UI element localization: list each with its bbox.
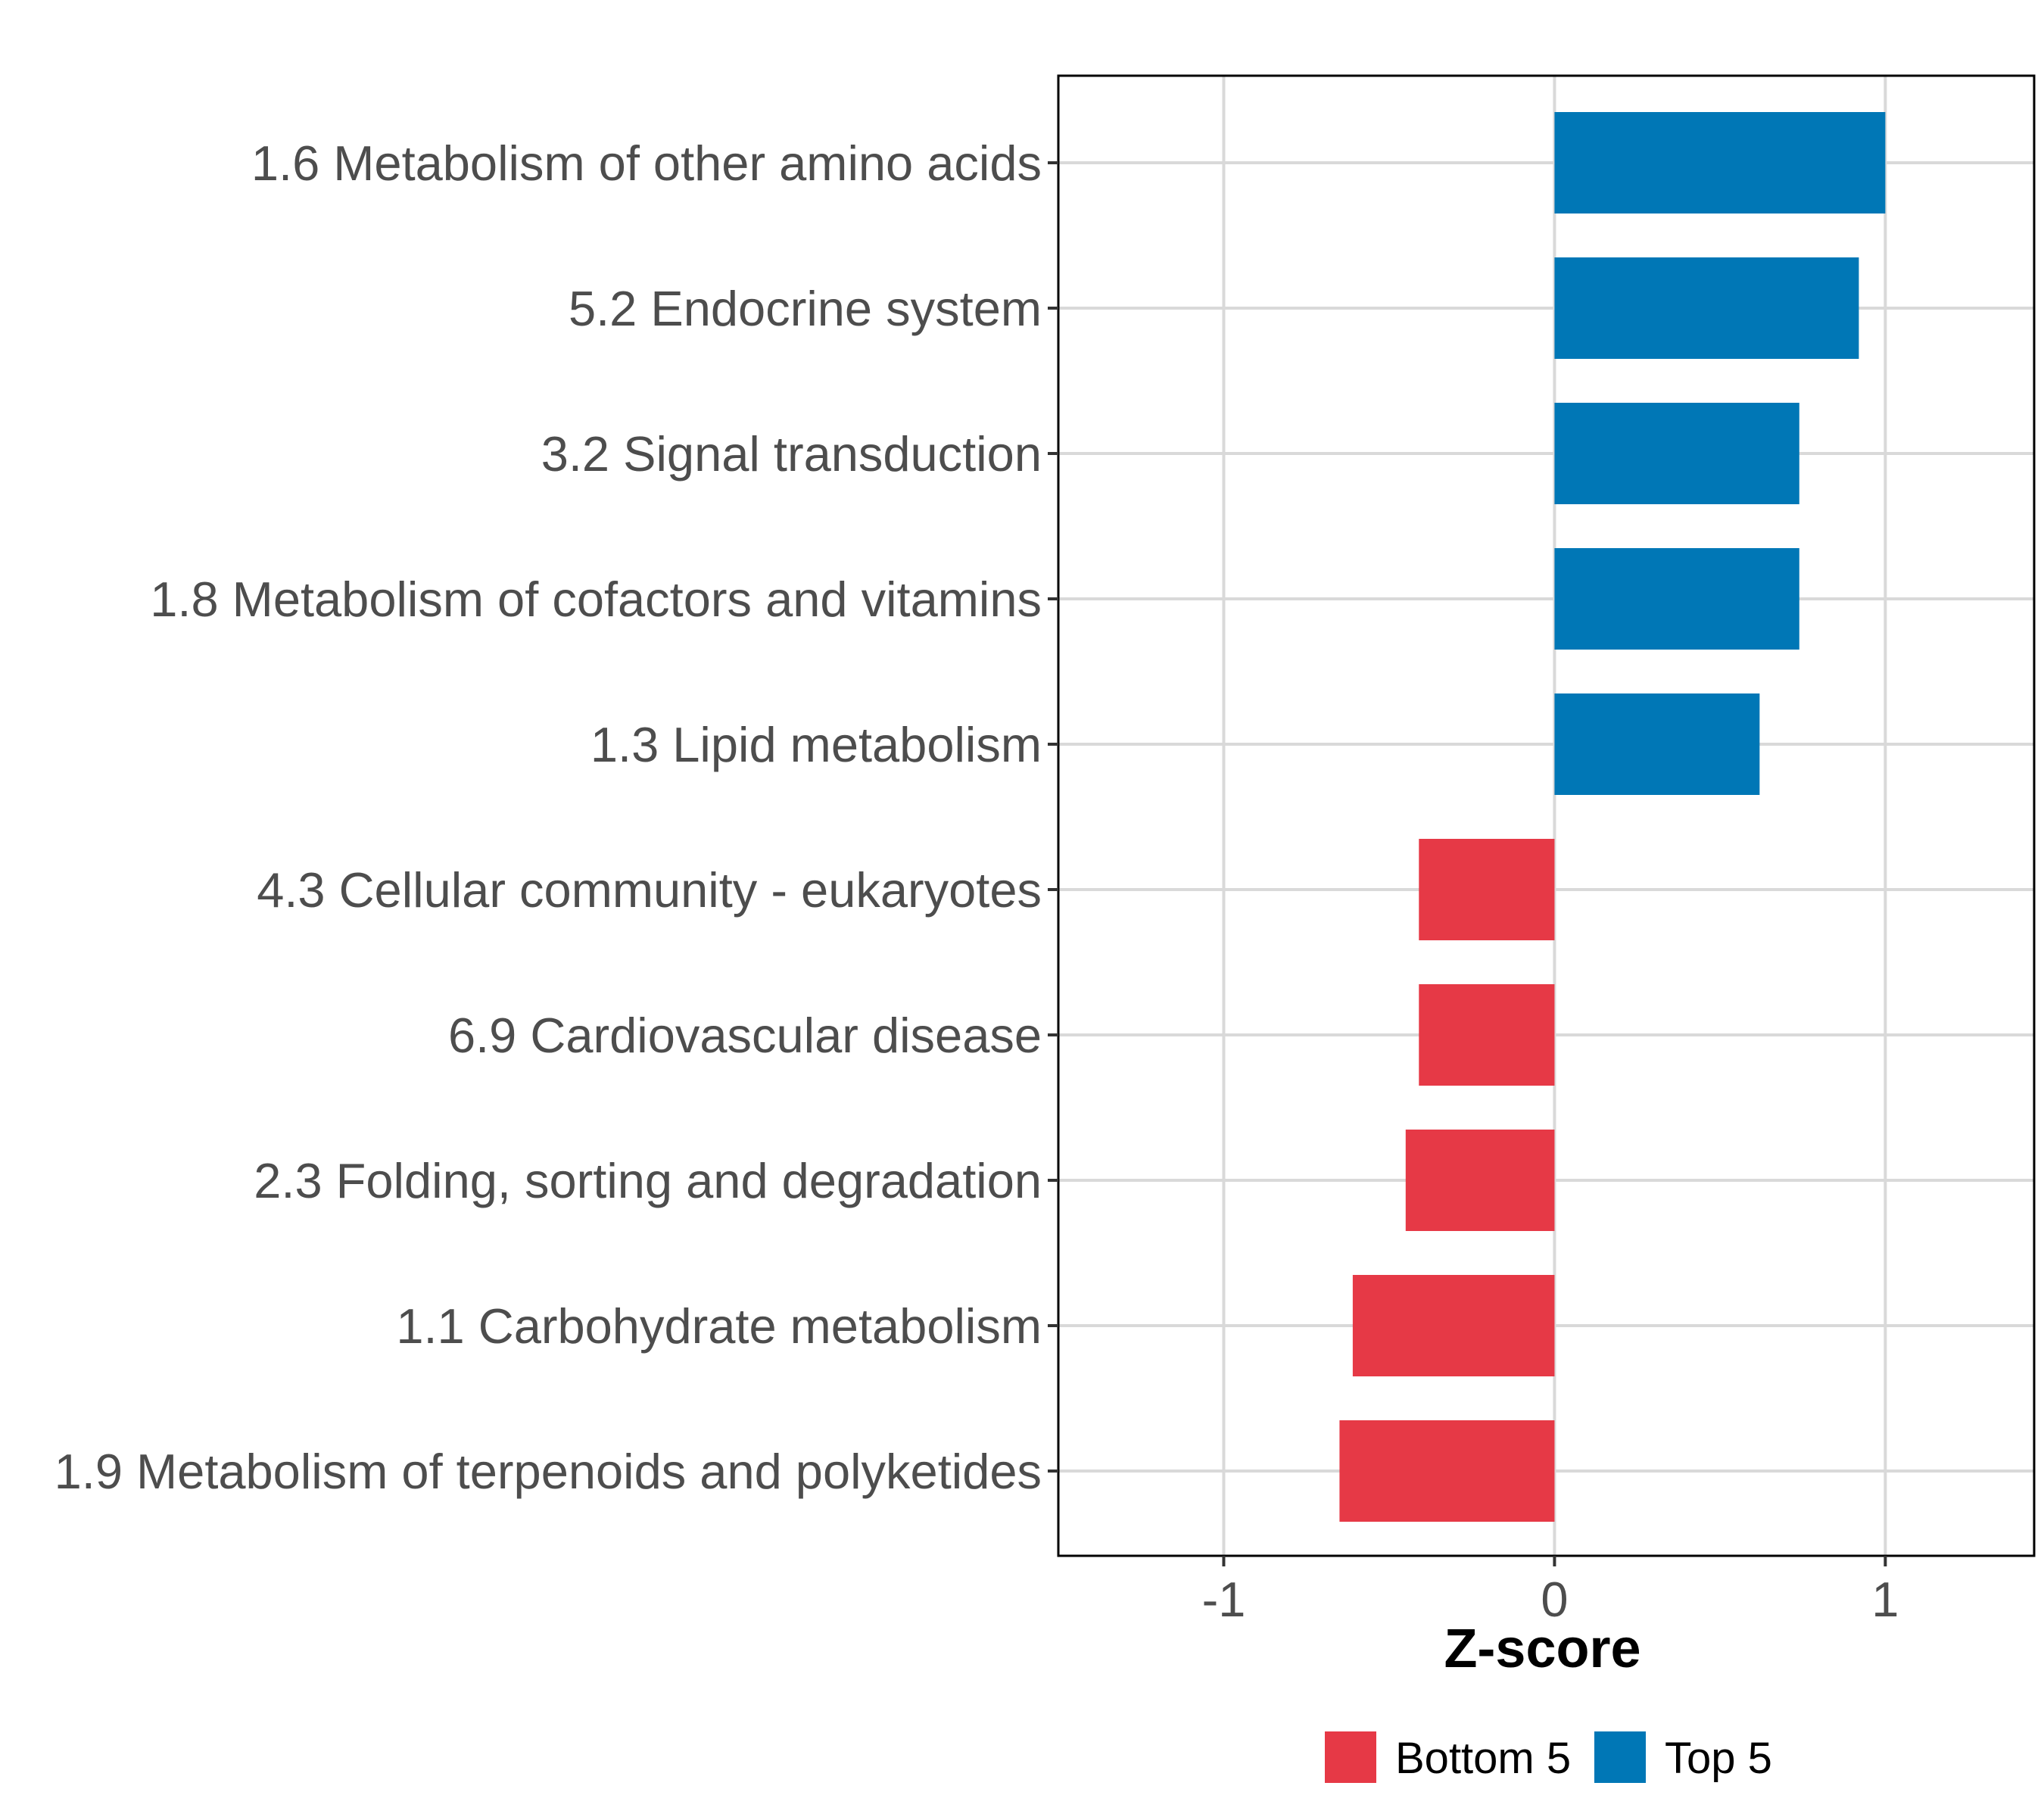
- legend: Bottom 5 Top 5: [1325, 1731, 1772, 1783]
- bar: [1405, 1130, 1555, 1231]
- bar: [1554, 693, 1760, 795]
- bar: [1352, 1275, 1555, 1376]
- category-label: 3.2 Signal transduction: [541, 426, 1042, 482]
- category-label: 1.3 Lipid metabolism: [590, 717, 1042, 772]
- category-label: 1.8 Metabolism of cofactors and vitamins: [150, 572, 1042, 627]
- bar: [1554, 403, 1799, 504]
- bar: [1554, 112, 1886, 213]
- category-label: 4.3 Cellular community - eukaryotes: [257, 862, 1042, 918]
- plot-panel-border: [1057, 74, 2036, 1557]
- bar: [1339, 1420, 1555, 1522]
- x-tick-label: 1: [1871, 1572, 1899, 1627]
- legend-swatch: [1594, 1731, 1646, 1783]
- x-axis-ticks: -1 0 1: [1202, 1556, 1899, 1627]
- legend-label: Bottom 5: [1395, 1734, 1571, 1783]
- bar: [1554, 257, 1859, 359]
- category-labels: 1.6 Metabolism of other amino acids 5.2 E…: [55, 136, 1058, 1499]
- legend-label: Top 5: [1665, 1734, 1772, 1783]
- category-label: 2.3 Folding, sorting and degradation: [254, 1153, 1042, 1208]
- bars: [1339, 112, 1886, 1522]
- category-label: 1.9 Metabolism of terpenoids and polyket…: [55, 1444, 1042, 1499]
- category-label: 1.6 Metabolism of other amino acids: [251, 136, 1042, 191]
- category-label: 5.2 Endocrine system: [569, 281, 1042, 336]
- category-label: 6.9 Cardiovascular disease: [448, 1008, 1042, 1063]
- x-tick-label: -1: [1202, 1572, 1246, 1627]
- bar: [1419, 984, 1555, 1086]
- x-tick-label: 0: [1541, 1572, 1568, 1627]
- bar: [1554, 548, 1799, 650]
- bar: [1419, 839, 1555, 940]
- legend-swatch: [1325, 1731, 1376, 1783]
- x-axis-title: Z-score: [1444, 1619, 1640, 1679]
- category-label: 1.1 Carbohydrate metabolism: [396, 1298, 1042, 1354]
